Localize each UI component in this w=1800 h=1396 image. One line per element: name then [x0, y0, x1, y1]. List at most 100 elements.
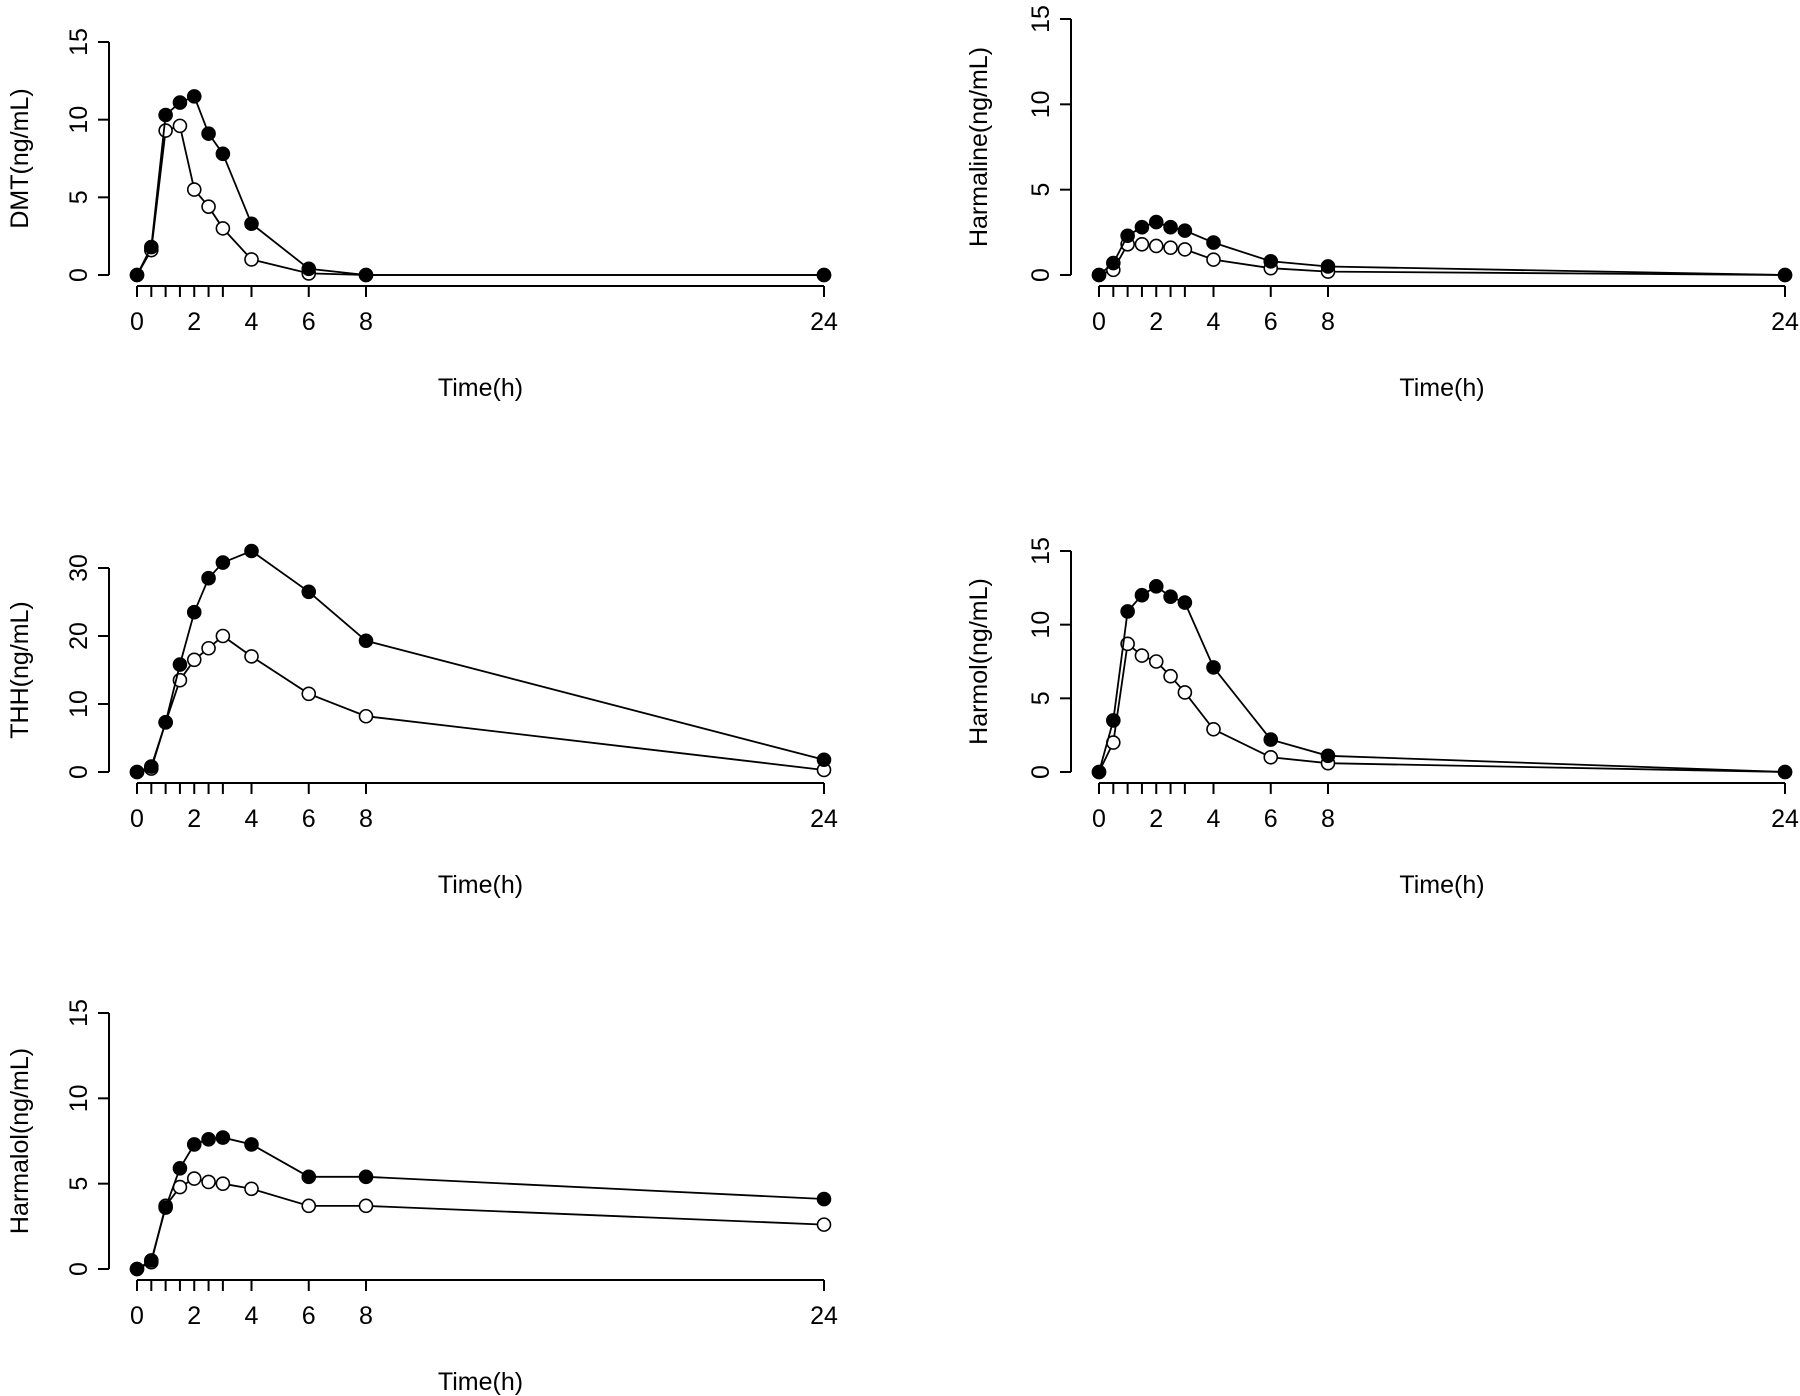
data-point-filled — [201, 1131, 216, 1147]
data-point-open — [215, 221, 231, 236]
data-point-filled — [1134, 587, 1150, 603]
data-point-filled — [1320, 259, 1336, 274]
series-line-open — [136, 124, 824, 276]
data-point-filled — [172, 1161, 188, 1176]
data-point-open — [186, 182, 202, 197]
data-point-filled — [144, 239, 159, 255]
data-point-open — [1163, 240, 1178, 255]
x-tick-label: 6 — [302, 1302, 316, 1330]
data-point-filled — [1777, 764, 1793, 780]
data-point-open — [1263, 749, 1279, 765]
data-point-filled — [1263, 254, 1279, 269]
y-tick-label: 10 — [1027, 611, 1055, 639]
x-tick-label: 4 — [245, 805, 259, 833]
data-point-filled — [301, 261, 317, 277]
series-line-open — [1098, 642, 1786, 773]
x-tick-label: 6 — [302, 805, 316, 833]
data-point-filled — [358, 1169, 374, 1185]
data-point-filled — [144, 759, 159, 774]
data-point-filled — [1163, 219, 1178, 235]
y-tick-label: 10 — [65, 106, 93, 134]
x-tick-label: 4 — [1207, 805, 1221, 833]
y-tick-label: 15 — [1027, 537, 1055, 565]
series-line-open — [136, 634, 825, 773]
data-point-filled — [172, 95, 188, 110]
x-tick-label: 2 — [1149, 308, 1163, 336]
series-line-filled — [1098, 221, 1786, 276]
data-point-open — [1206, 721, 1221, 737]
y-axis-title: Harmalol(ng/mL) — [6, 1048, 34, 1234]
data-point-filled — [186, 604, 202, 620]
series-line-filled — [136, 549, 825, 773]
data-point-filled — [358, 267, 374, 283]
data-point-open — [244, 1181, 259, 1197]
data-point-filled — [158, 1200, 173, 1215]
data-point-open — [358, 1198, 374, 1214]
y-tick-label: 15 — [65, 999, 93, 1027]
y-tick-label: 5 — [1027, 183, 1055, 197]
data-point-filled — [144, 1253, 159, 1268]
x-axis-title: Time(h) — [438, 871, 523, 899]
data-point-filled — [301, 584, 317, 600]
x-tick-label: 8 — [359, 1302, 373, 1330]
data-point-open — [1148, 238, 1164, 254]
data-point-filled — [186, 1137, 202, 1152]
y-tick-label: 0 — [1027, 268, 1055, 282]
data-point-filled — [1320, 748, 1336, 764]
y-tick-label: 0 — [1027, 765, 1055, 779]
data-point-filled — [1206, 235, 1221, 250]
y-tick-label: 5 — [65, 1177, 93, 1191]
data-point-filled — [201, 126, 216, 141]
data-point-filled — [1177, 595, 1193, 610]
data-point-open — [301, 1198, 317, 1214]
y-tick-label: 5 — [65, 190, 93, 204]
data-point-open — [244, 649, 259, 664]
y-tick-label: 0 — [65, 1262, 93, 1276]
data-point-open — [1134, 648, 1150, 663]
x-axis-title: Time(h) — [1399, 871, 1484, 899]
data-point-open — [358, 708, 374, 724]
x-tick-label: 4 — [1207, 308, 1221, 336]
series-line-filled — [1098, 585, 1786, 773]
data-point-filled — [215, 1130, 231, 1145]
data-point-filled — [1106, 255, 1121, 271]
data-point-open — [201, 199, 216, 214]
data-point-open — [1206, 252, 1221, 267]
x-tick-label: 6 — [302, 308, 316, 336]
data-point-filled — [1120, 604, 1135, 619]
data-point-filled — [1777, 267, 1793, 283]
data-point-filled — [1163, 589, 1178, 604]
x-tick-label: 2 — [187, 1302, 201, 1330]
data-point-open — [186, 652, 202, 668]
data-point-open — [244, 252, 259, 267]
series-line-open — [136, 1177, 825, 1270]
data-point-filled — [1106, 713, 1121, 728]
data-point-open — [1177, 685, 1193, 700]
data-point-filled — [215, 555, 231, 570]
x-tick-label: 6 — [1264, 308, 1278, 336]
x-tick-label: 0 — [130, 308, 144, 336]
data-point-filled — [816, 267, 832, 283]
data-point-filled — [1263, 732, 1279, 747]
data-point-filled — [172, 657, 188, 672]
data-point-open — [215, 628, 231, 644]
data-point-filled — [816, 752, 832, 768]
x-tick-label: 8 — [1321, 805, 1335, 833]
data-point-filled — [1177, 223, 1193, 238]
data-point-filled — [301, 1169, 317, 1185]
y-tick-label: 0 — [65, 765, 93, 779]
y-axis-title: Harmaline(ng/mL) — [965, 47, 993, 247]
data-point-open — [1134, 236, 1150, 252]
data-point-open — [201, 1174, 216, 1190]
data-point-filled — [186, 89, 202, 104]
data-point-filled — [201, 570, 216, 586]
data-point-filled — [1206, 660, 1221, 675]
data-point-filled — [244, 216, 259, 232]
data-point-filled — [129, 764, 145, 780]
x-tick-label: 0 — [130, 1302, 144, 1330]
x-tick-label: 8 — [1321, 308, 1335, 336]
